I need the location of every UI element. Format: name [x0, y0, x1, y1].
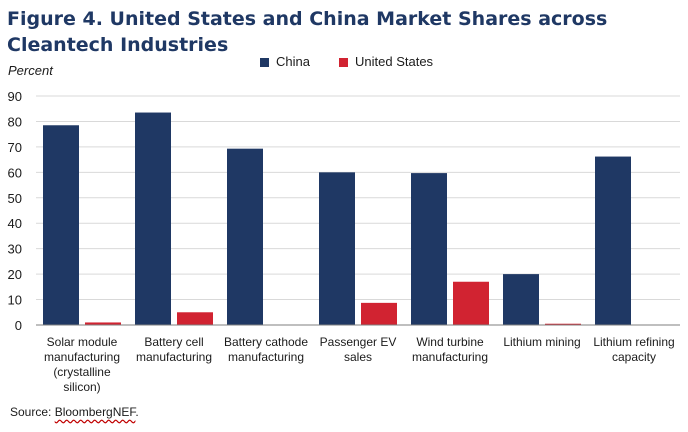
- bar-united-states-0: [85, 322, 121, 325]
- x-tick-label-6: Lithium refining capacity: [593, 335, 674, 364]
- bar-united-states-3: [361, 302, 397, 325]
- source-suffix: .: [135, 405, 139, 419]
- y-tick-label-30: 30: [8, 242, 22, 257]
- legend-label-united-states: United States: [355, 54, 434, 69]
- bar-china-5: [503, 274, 539, 325]
- x-tick-label-5: Lithium mining: [503, 335, 580, 349]
- y-tick-label-70: 70: [8, 140, 22, 155]
- y-tick-label-0: 0: [15, 318, 22, 333]
- bar-united-states-4: [453, 281, 489, 325]
- x-tick-label-2: Battery cathode manufacturing: [224, 335, 308, 364]
- bar-china-0: [43, 125, 79, 325]
- y-tick-label-50: 50: [8, 191, 22, 206]
- chart-title: Figure 4. United States and China Market…: [7, 8, 608, 56]
- x-tick-label-1: Battery cell manufacturing: [136, 335, 212, 364]
- legend-item-united-states: United States: [339, 54, 433, 70]
- bar-united-states-5: [545, 323, 581, 325]
- legend-label-china: China: [276, 54, 310, 69]
- y-tick-label-90: 90: [8, 89, 22, 104]
- bar-united-states-1: [177, 312, 213, 325]
- legend-swatch-china: [260, 57, 269, 67]
- bar-china-3: [319, 172, 355, 325]
- source-prefix: Source:: [10, 405, 55, 419]
- x-tick-label-4: Wind turbine manufacturing: [412, 335, 488, 364]
- x-tick-label-0: Solar module manufacturing (crystalline sil…: [44, 335, 120, 394]
- y-tick-label-80: 80: [8, 114, 22, 129]
- source-org: BloombergNEF: [54, 405, 136, 419]
- bar-china-2: [227, 148, 263, 325]
- legend-item-china: China: [260, 54, 310, 70]
- bar-china-4: [411, 173, 447, 325]
- legend-swatch-united-states: [339, 57, 348, 67]
- x-tick-label-3: Passenger EV sales: [320, 335, 397, 364]
- y-tick-label-60: 60: [8, 165, 22, 180]
- y-tick-label-10: 10: [8, 293, 22, 308]
- bar-china-6: [595, 156, 631, 325]
- bar-china-1: [135, 112, 171, 326]
- units-label: Percent: [8, 63, 53, 78]
- y-tick-label-40: 40: [8, 216, 22, 231]
- source-note: Source: BloombergNEF.: [10, 405, 139, 419]
- y-tick-label-20: 20: [8, 267, 22, 282]
